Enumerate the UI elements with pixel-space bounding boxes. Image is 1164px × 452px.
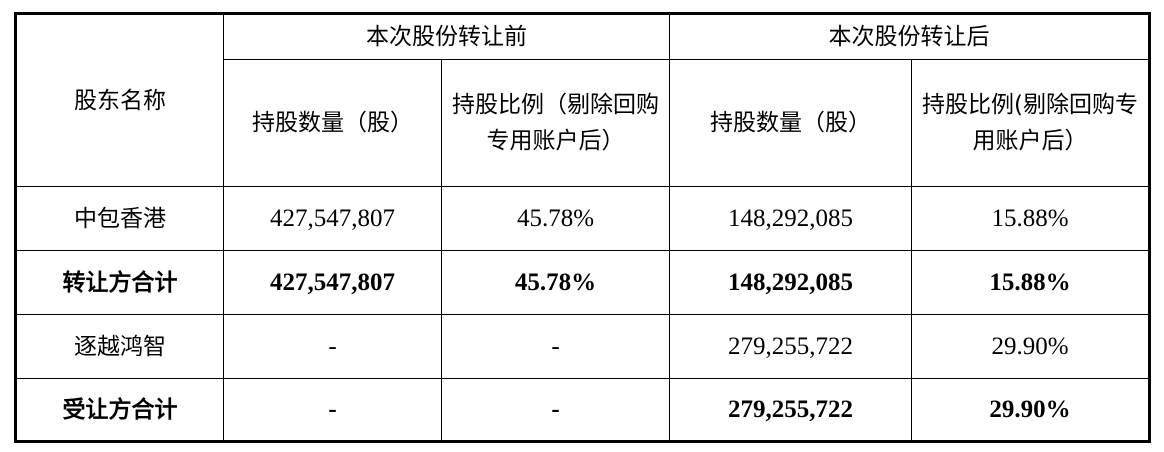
header-before-shares: 持股数量（股）: [223, 59, 442, 187]
after-ratio: 15.88%: [911, 186, 1150, 251]
shareholder-name: 受让方合计: [15, 378, 224, 442]
before-ratio: -: [441, 378, 670, 442]
table-row-subtotal: 转让方合计 427,547,807 45.78% 148,292,085 15.…: [15, 250, 1150, 315]
header-before-transfer: 本次股份转让前: [223, 13, 670, 60]
shareholding-table: 股东名称 本次股份转让前 本次股份转让后 持股数量（股） 持股比例（剔除回购专用…: [14, 12, 1151, 443]
before-shares: 427,547,807: [223, 250, 442, 315]
before-ratio: -: [441, 314, 670, 379]
before-ratio: 45.78%: [441, 186, 670, 251]
after-shares: 148,292,085: [669, 186, 912, 251]
before-shares: -: [223, 314, 442, 379]
header-after-transfer: 本次股份转让后: [669, 13, 1150, 60]
table-row: 中包香港 427,547,807 45.78% 148,292,085 15.8…: [15, 186, 1150, 251]
after-ratio: 15.88%: [911, 250, 1150, 315]
shareholder-name: 转让方合计: [15, 250, 224, 315]
before-shares: -: [223, 378, 442, 442]
after-shares: 279,255,722: [669, 378, 912, 442]
before-ratio: 45.78%: [441, 250, 670, 315]
after-ratio: 29.90%: [911, 378, 1150, 442]
header-after-shares: 持股数量（股）: [669, 59, 912, 187]
before-shares: 427,547,807: [223, 186, 442, 251]
after-ratio: 29.90%: [911, 314, 1150, 379]
after-shares: 148,292,085: [669, 250, 912, 315]
header-after-ratio: 持股比例(剔除回购专用账户后）: [911, 59, 1150, 187]
shareholder-name: 逐越鸿智: [15, 314, 224, 379]
header-before-ratio: 持股比例（剔除回购专用账户后）: [441, 59, 670, 187]
shareholder-name: 中包香港: [15, 186, 224, 251]
table-row-subtotal: 受让方合计 - - 279,255,722 29.90%: [15, 378, 1150, 442]
header-shareholder-name: 股东名称: [15, 13, 224, 187]
after-shares: 279,255,722: [669, 314, 912, 379]
table-row: 逐越鸿智 - - 279,255,722 29.90%: [15, 314, 1150, 379]
